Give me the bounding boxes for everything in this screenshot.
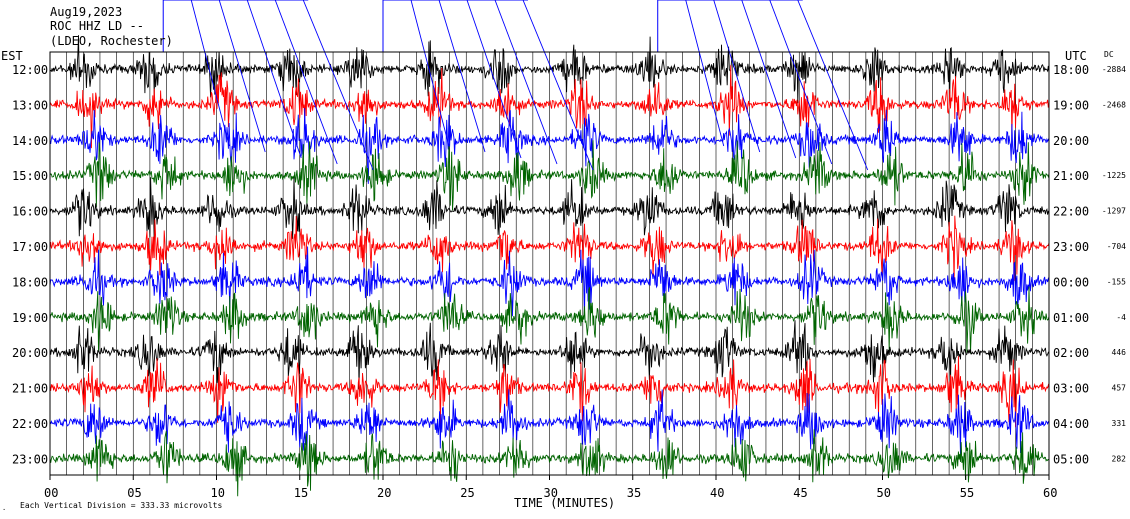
utc-hour-label: 22:00 [1053, 205, 1089, 219]
trace-row-1300 [49, 65, 1050, 149]
utc-hour-label: 02:00 [1053, 346, 1089, 360]
date-label: Aug19,2023 [50, 5, 122, 19]
x-tick-label: 15 [294, 486, 308, 500]
est-hour-label: 16:00 [12, 205, 48, 219]
est-hour-label: 19:00 [12, 311, 48, 325]
utc-hour-label: 00:00 [1053, 275, 1089, 289]
clip-line [769, 0, 833, 165]
dc-offset-label: -2884 [1102, 65, 1126, 74]
trace-row-2100 [49, 356, 1050, 428]
dc-column-label: DC [1104, 50, 1114, 59]
est-hour-label: 18:00 [12, 275, 48, 289]
dc-offset-label: 446 [1112, 348, 1127, 357]
trace-row-1600 [49, 177, 1050, 242]
utc-hour-label: 23:00 [1053, 240, 1089, 254]
x-tick-label: 05 [127, 486, 141, 500]
est-hour-label: 20:00 [12, 346, 48, 360]
network-label: (LDEO, Rochester) [50, 34, 173, 48]
utc-hour-label: 20:00 [1053, 134, 1089, 148]
x-tick-label: 10 [211, 486, 225, 500]
clip-line [685, 0, 725, 147]
trace-row-1500 [49, 140, 1050, 211]
clip-line [797, 0, 869, 171]
trace-row-1200 [49, 35, 1050, 104]
station-label: ROC HHZ LD -- [50, 19, 144, 33]
dc-offset-label: -1297 [1102, 207, 1126, 216]
est-axis-label: EST [1, 49, 23, 63]
utc-hour-label: 19:00 [1053, 98, 1089, 112]
x-tick-label: 40 [710, 486, 724, 500]
x-tick-label: 30 [544, 486, 558, 500]
clip-line [218, 0, 266, 153]
trace-row-1700 [49, 215, 1050, 285]
clip-line [522, 0, 594, 171]
est-hour-label: 13:00 [12, 98, 48, 112]
seismic-traces [49, 35, 1050, 497]
corner-mark: . [2, 504, 6, 512]
x-tick-label: 25 [460, 486, 474, 500]
est-hour-labels: 12:00 13:00 14:00 15:00 16:00 17:00 18:00 19:00… [12, 63, 48, 466]
clip-line [410, 0, 450, 147]
clipped-trace-lines [162, 0, 869, 171]
x-tick-label: 20 [377, 486, 391, 500]
clip-line [438, 0, 486, 153]
x-tick-label: 00 [44, 486, 58, 500]
trace-row-2200 [49, 389, 1050, 455]
dc-offset-label: 457 [1112, 384, 1127, 393]
trace-row-1800 [49, 246, 1050, 317]
est-hour-label: 12:00 [12, 63, 48, 77]
clip-line [274, 0, 338, 165]
utc-axis-label: UTC [1065, 49, 1087, 63]
est-hour-label: 22:00 [12, 417, 48, 431]
x-tick-label: 45 [793, 486, 807, 500]
utc-hour-label: 18:00 [1053, 63, 1089, 77]
dc-offset-label: 331 [1112, 419, 1127, 428]
dc-offset-label: -704 [1107, 242, 1126, 251]
utc-hour-label: 04:00 [1053, 417, 1089, 431]
est-hour-label: 15:00 [12, 169, 48, 183]
utc-hour-label: 21:00 [1053, 169, 1089, 183]
scale-note: Each Vertical Division = 333.33 microvol… [20, 501, 222, 510]
x-tick-label: 55 [960, 486, 974, 500]
dc-offset-labels: -2884 -2468 -1225 -1297 -704 -155 -4 446 457 331 2… [1102, 65, 1126, 463]
trace-row-2000 [49, 320, 1050, 391]
trace-row-2300 [49, 429, 1050, 497]
est-hour-label: 17:00 [12, 240, 48, 254]
trace-row-1400 [49, 107, 1050, 184]
utc-hour-labels: 18:00 19:00 20:00 21:00 22:00 23:00 00:00 01:00… [1053, 63, 1089, 466]
clip-line [190, 0, 230, 147]
dc-offset-label: -4 [1116, 313, 1126, 322]
dc-offset-label: 282 [1112, 454, 1127, 463]
utc-hour-label: 03:00 [1053, 382, 1089, 396]
x-tick-label: 50 [877, 486, 891, 500]
clip-line [741, 0, 797, 159]
est-hour-label: 21:00 [12, 382, 48, 396]
clip-line [713, 0, 761, 153]
clip-line [302, 0, 374, 171]
utc-hour-label: 05:00 [1053, 452, 1089, 466]
dc-offset-label: -2468 [1102, 100, 1126, 109]
utc-hour-label: 01:00 [1053, 311, 1089, 325]
clip-line [494, 0, 558, 165]
minute-gridlines [66, 52, 1033, 475]
est-hour-label: 14:00 [12, 134, 48, 148]
x-tick-label: 60 [1043, 486, 1057, 500]
x-tick-labels: 00 05 10 15 20 25 30 35 40 45 50 55 60 [44, 475, 1057, 500]
dc-offset-label: -1225 [1102, 171, 1126, 180]
clip-line [246, 0, 302, 159]
est-hour-label: 23:00 [12, 452, 48, 466]
trace-row-1900 [49, 286, 1050, 354]
x-axis-title: TIME (MINUTES) [514, 496, 615, 510]
clip-line [466, 0, 522, 159]
x-tick-label: 35 [627, 486, 641, 500]
dc-offset-label: -155 [1107, 277, 1126, 286]
